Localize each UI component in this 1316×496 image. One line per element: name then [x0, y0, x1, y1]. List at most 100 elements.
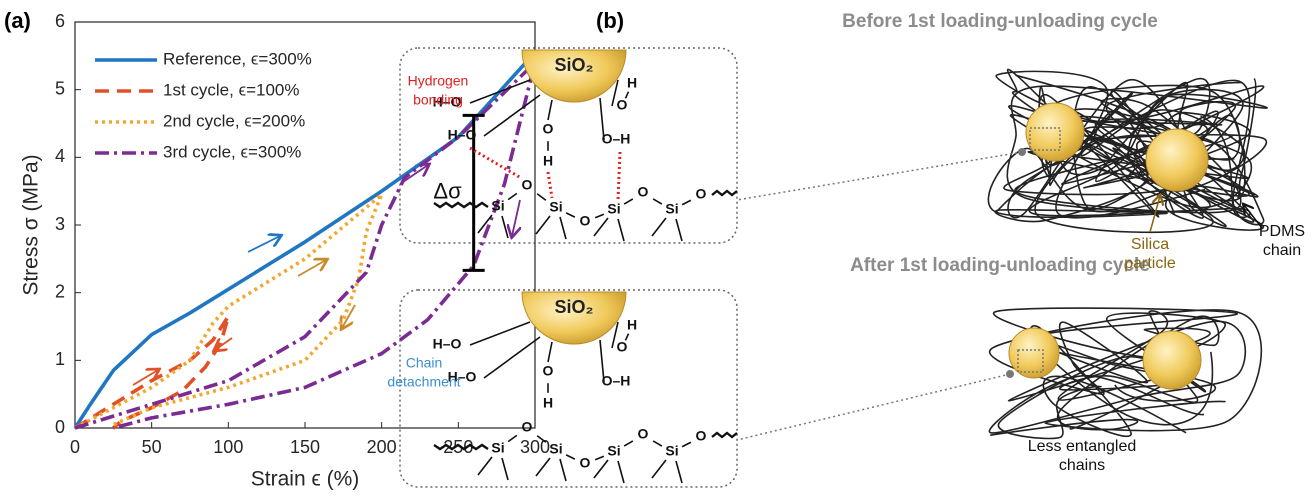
atom: O — [696, 428, 707, 444]
x-tick-label: 50 — [142, 437, 162, 457]
hydrogen-bond — [548, 172, 552, 198]
atom: H — [543, 153, 553, 169]
y-tick-label: 1 — [55, 349, 65, 369]
atom: O — [522, 177, 533, 193]
panel-title: Before 1st loading-unloading cycle — [842, 11, 1158, 32]
data-line — [75, 195, 382, 428]
atom: Si — [607, 443, 620, 459]
legend-label: 1st cycle, ϵ=100% — [163, 80, 300, 99]
bond — [470, 322, 530, 345]
atom: H–O — [433, 336, 462, 352]
atom: O — [617, 97, 628, 113]
atom: Si — [607, 201, 620, 217]
atom: O — [617, 339, 628, 355]
silica-particle — [1009, 328, 1059, 378]
bond — [624, 199, 633, 204]
methyl — [594, 460, 624, 483]
silica-label: particle — [1124, 255, 1176, 272]
bond — [624, 441, 633, 446]
detach-label: detachment — [387, 374, 460, 390]
atom: O — [638, 426, 649, 442]
atom: Si — [491, 198, 504, 214]
x-axis-label: Strain ϵ (%) — [251, 468, 359, 491]
panel-label: (b) — [596, 8, 624, 33]
atom: Si — [665, 443, 678, 459]
bond — [682, 442, 691, 447]
chains-label: Less entangled — [1028, 438, 1137, 455]
bond — [508, 435, 517, 441]
particle-label: SiO₂ — [554, 55, 593, 75]
methyl — [478, 457, 508, 480]
bond — [470, 80, 530, 103]
atom: H–O — [448, 127, 477, 143]
methyl — [536, 216, 566, 239]
atom: Si — [549, 441, 562, 457]
bond — [566, 213, 575, 217]
bond — [484, 337, 540, 378]
atom: O–H — [602, 373, 631, 389]
atom: O — [580, 455, 591, 471]
bond — [537, 194, 546, 201]
legend-label: 2nd cycle, ϵ=200% — [163, 111, 305, 130]
atom: O–H — [602, 131, 631, 147]
bond — [595, 456, 604, 460]
atom: H — [627, 317, 637, 333]
chains-label: chains — [1059, 457, 1105, 474]
x-tick-label: 0 — [70, 437, 80, 457]
x-tick-label: 100 — [213, 437, 243, 457]
y-tick-label: 0 — [55, 417, 65, 437]
y-tick-label: 6 — [55, 11, 65, 31]
bond — [566, 455, 575, 459]
atom: H — [627, 75, 637, 91]
detach-label: Chain — [406, 355, 443, 371]
atom: Si — [665, 201, 678, 217]
silica-particle — [1146, 129, 1208, 191]
chain-end — [712, 191, 737, 195]
bond — [653, 441, 662, 446]
methyl — [594, 218, 624, 241]
y-tick-label: 2 — [55, 281, 65, 301]
chain-label: PDMS — [1259, 223, 1305, 240]
methyl — [652, 218, 682, 241]
atom: O — [543, 363, 554, 379]
bond — [548, 100, 552, 120]
x-tick-label: 200 — [367, 437, 397, 457]
atom: H — [543, 395, 553, 411]
methyl — [652, 460, 682, 483]
atom: O — [638, 184, 649, 200]
particle-label: SiO₂ — [554, 297, 593, 317]
chain-end — [434, 445, 488, 449]
delta-label: Δσ — [433, 179, 462, 204]
hydrogen-bond — [618, 152, 620, 200]
bond — [508, 193, 517, 199]
y-tick-label: 4 — [55, 146, 65, 166]
y-tick-label: 5 — [55, 78, 65, 98]
figure: (a) (b) Before 1st loading-unloading cyc… — [0, 0, 1316, 496]
legend-label: 3rd cycle, ϵ=300% — [163, 142, 301, 161]
zoom-line — [737, 152, 1022, 200]
atom: O — [580, 213, 591, 229]
chain-end — [712, 433, 737, 437]
chain-label: chain — [1263, 242, 1301, 259]
zoom-line — [737, 374, 1010, 440]
panel-label: (a) — [4, 8, 31, 33]
bond — [653, 199, 662, 204]
page: {"chart_data": {"type": "line", "panel_l… — [0, 0, 1316, 496]
legend-label: Reference, ϵ=300% — [163, 49, 312, 68]
panel-title: After 1st loading-unloading cycle — [850, 255, 1150, 276]
y-tick-label: 3 — [55, 214, 65, 234]
methyl — [536, 458, 566, 481]
x-tick-label: 150 — [290, 437, 320, 457]
bond — [548, 342, 552, 362]
atom: O — [696, 186, 707, 202]
atom: O — [543, 121, 554, 137]
silica-label: Silica — [1131, 236, 1169, 253]
silica-particle — [1143, 331, 1201, 389]
bond — [682, 200, 691, 205]
atom: Si — [491, 440, 504, 456]
x-tick-label: 300 — [520, 437, 550, 457]
atom: O — [522, 419, 533, 435]
bond — [595, 214, 604, 218]
